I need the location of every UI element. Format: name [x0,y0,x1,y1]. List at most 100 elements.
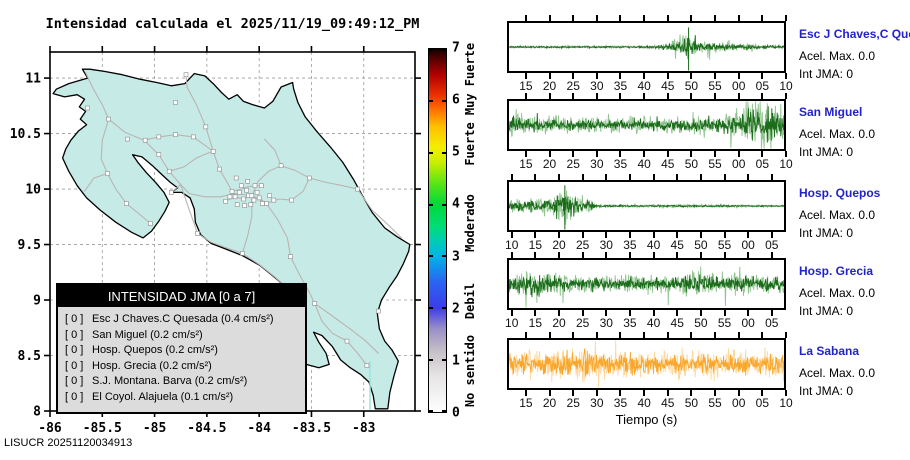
station-name: San Miguel [799,105,863,119]
colorbar-tick [442,203,446,206]
panel-tick-bottom [737,390,740,396]
panel-tick-label: 00 [741,316,755,330]
panel-tick-bottom [770,310,773,316]
panel-tick-top [524,332,527,338]
panel-tick-bottom [572,390,575,396]
panel-tick-top [785,15,787,21]
station-marker [125,136,130,142]
panel-tick-bottom [643,151,646,157]
panel-tick-label: 25 [566,157,580,171]
station-marker [227,194,233,200]
station-marker [244,187,249,193]
panel-tick-bottom [676,232,679,238]
panel-tick-label: 20 [542,79,557,93]
station-marker [249,193,255,198]
panel-tick-label: 40 [637,79,651,93]
station-marker [312,301,317,306]
legend-item-label: San Miguel (0.2 cm/s²) [92,328,203,341]
panel-tick-top [699,252,702,258]
panel-tick-top [737,15,740,21]
colorbar-tick-label: 6 [452,92,460,108]
panel-tick-top [605,252,608,258]
colorbar-tick-label: 7 [452,40,460,56]
legend-item: [ 0 ] Hosp. Grecia (0.2 cm/s²) [65,359,299,375]
legend-item-intensity: [ 0 ] [65,344,84,357]
panel-tick-label: 05 [755,157,770,171]
road [314,302,368,367]
x-tick-label: -83 [352,421,375,436]
panel-tick-top [690,332,693,338]
panel-tick-label: 55 [708,396,722,410]
y-tick-label: 11 [25,72,41,87]
colorbar-tick-label: 2 [452,301,460,317]
station-marker [169,190,174,195]
panel-tick-bottom [761,390,764,396]
legend-item-label: S.J. Montana. Barva (0.2 cm/s²) [92,375,248,388]
station-name: Esc J Chaves,C Quesada [799,27,910,41]
panel-tick-top [714,93,717,99]
panel-tick-label: 30 [590,79,604,93]
panel-tick-top [534,252,537,258]
waveform-trace [509,106,784,143]
panel-tick-label: 05 [765,238,779,252]
panel-tick-label: 05 [755,79,770,93]
panel-tick-top [595,332,598,338]
legend-item: [ 0 ] El Coyol. Alajuela (0.1 cm/s²) [65,390,299,406]
station-marker [203,124,209,130]
panel-tick-top [558,174,561,180]
legend-items: [ 0 ] Esc J Chaves.C Quesada (0.4 cm/s²) [… [58,307,305,412]
panel-tick-bottom [619,151,622,157]
colorbar-zone-label: Moderado [463,193,477,252]
y-tick-label: 9.5 [18,238,41,253]
station-marker [105,171,110,176]
station-marker [106,116,111,122]
panel-tick-top [723,174,726,180]
panel-tick-bottom [714,73,717,79]
colorbar-zone-label: No sentido [463,335,477,408]
panel-tick-top [558,252,561,258]
panel-tick-top [643,332,646,338]
station-marker [210,149,216,154]
panel-tick-label: 50 [684,396,699,410]
station-marker [173,132,178,137]
panel-tick-label: 00 [741,238,755,252]
jma-int-label: Int JMA: 0 [799,304,854,318]
panel-tick-bottom [785,73,787,79]
colorbar-tick [429,255,433,258]
waveform-trace [509,340,784,388]
waveform-trace [509,195,784,220]
panel-tick-label: 50 [694,316,708,330]
station-marker [217,166,222,172]
panel-tick-bottom [548,73,551,79]
panel-tick-top [666,332,669,338]
accel-max-label: Acel. Max. 0.0 [799,366,876,380]
panel-tick-top [761,332,764,338]
legend-item: [ 0 ] Esc J Chaves.C Quesada (0.4 cm/s²) [65,312,299,328]
station-marker [195,231,200,236]
waveform-svg [509,340,784,388]
panel-tick-label: 00 [732,396,746,410]
colorbar-tick [442,255,446,258]
panel-tick-top [690,15,693,21]
panel-tick-label: 10 [779,396,793,410]
colorbar-zone-label: Fuerte [463,122,477,167]
station-marker [156,134,162,140]
time-axis-label: Tiempo (s) [615,412,678,427]
panel-tick-top [666,15,669,21]
panel-tick-top [619,332,622,338]
panel-tick-bottom [572,73,575,79]
panel-tick-label: 35 [623,238,637,252]
map-tick-labels: -86 -85.5 -85 -84.5 -84 -83.5 -83 8 8.5 9 9.5 10 10.… [10,72,376,436]
panel-tick-label: 50 [684,79,699,93]
panel-tick-bottom [737,151,740,157]
panel-tick-top [572,332,575,338]
panel-tick-label: 45 [670,316,684,330]
panel-tick-top [747,252,750,258]
jma-int-label: Int JMA: 0 [799,145,854,159]
panel-tick-label: 10 [505,316,519,330]
colorbar-tick-label: 0 [452,405,460,421]
waveform-svg [509,27,784,71]
panel-tick-label: 00 [732,157,746,171]
panel-tick-bottom [666,73,669,79]
station-marker [307,175,312,181]
